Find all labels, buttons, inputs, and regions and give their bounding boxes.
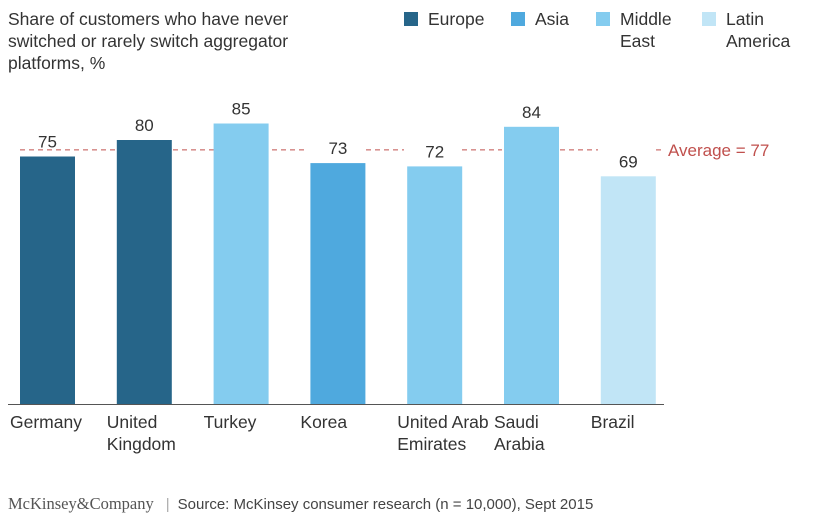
bar-brazil (600, 176, 656, 404)
value-label-brazil: 69 (619, 152, 638, 171)
bar-united-kingdom (116, 140, 172, 404)
category-label-line: United (107, 412, 158, 432)
category-label-line: Kingdom (107, 434, 176, 454)
bar-saudi-arabia (504, 126, 559, 405)
bar-united-arab-emirates (407, 166, 463, 404)
source-note: Source: McKinsey consumer research (n = … (177, 496, 594, 513)
value-label-united-kingdom: 80 (135, 116, 154, 135)
category-label-line: Brazil (591, 412, 635, 432)
legend-swatch-asia (511, 12, 525, 26)
legend-label-asia: Asia (535, 9, 570, 29)
value-label-saudi-arabia: 84 (522, 103, 541, 122)
category-label-turkey: Turkey (204, 412, 257, 432)
brand-logo: McKinsey&Company (8, 494, 154, 513)
bar-chart: Average = 77 75 Germany 80 United Kingdom 85 Tu… (8, 100, 769, 454)
legend-label-latin-america: Latin America (726, 9, 791, 51)
category-label-saudi-arabia: Saudi Arabia (494, 412, 545, 454)
category-label-line: United Arab (397, 412, 488, 432)
legend-label-europe: Europe (428, 9, 485, 29)
bar-turkey (213, 123, 269, 404)
category-label-united-arab-emirates: United Arab Emirates (397, 412, 488, 454)
category-label-line: Saudi (494, 412, 539, 432)
category-label-line: Turkey (204, 412, 257, 432)
value-label-turkey: 85 (232, 100, 251, 119)
category-label-korea: Korea (300, 412, 347, 432)
category-label-line: Korea (300, 412, 347, 432)
footer-divider: | (165, 496, 170, 513)
category-label-line: Arabia (494, 434, 545, 454)
bar-korea (310, 163, 366, 404)
footer: McKinsey&Company | Source: McKinsey consum… (8, 494, 593, 514)
legend-swatch-middle-east (596, 12, 610, 26)
chart-title: Share of customers who have never switch… (8, 9, 289, 73)
category-label-germany: Germany (10, 412, 82, 432)
legend-swatch-latin-america (702, 12, 716, 26)
legend-swatch-europe (404, 12, 418, 26)
value-label-united-arab-emirates: 72 (425, 142, 444, 161)
category-label-line: Emirates (397, 434, 466, 454)
average-label: Average = 77 (668, 141, 769, 160)
bar-germany (20, 156, 75, 404)
legend-label-middle-east: Middle East (620, 9, 672, 51)
category-label-united-kingdom: United Kingdom (107, 412, 176, 454)
value-label-germany: 75 (38, 133, 57, 152)
category-label-line: Germany (10, 412, 82, 432)
value-label-korea: 73 (328, 139, 347, 158)
category-label-brazil: Brazil (591, 412, 635, 432)
